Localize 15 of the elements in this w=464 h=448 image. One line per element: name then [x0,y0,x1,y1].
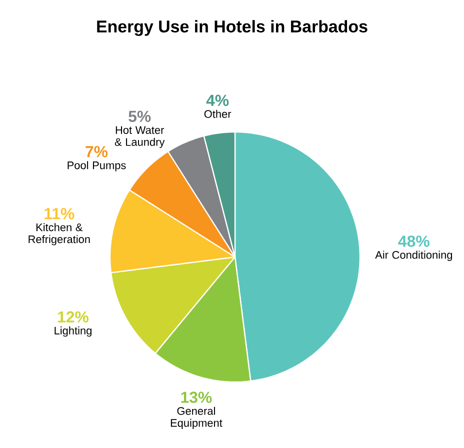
slice-label: Air Conditioning [375,250,452,261]
slice-label: Hot Water & Laundry [114,126,165,148]
data-label: 5% [128,110,151,122]
slice-label: Kitchen & Refrigeration [28,223,90,246]
slice-label: General Equipment [170,406,222,429]
slice-label: Other [204,110,232,118]
slice-label: Pool Pumps [68,161,126,172]
data-label: 48% [398,236,430,247]
chart-title: Energy Use in Hotels in Barbados [97,20,368,36]
data-label: 13% [181,392,212,403]
slice-label: Lighting [54,326,92,337]
data-label: 4% [206,94,229,106]
data-label: 11% [44,208,74,220]
data-label: 12% [58,311,89,323]
data-label: 7% [86,146,108,158]
